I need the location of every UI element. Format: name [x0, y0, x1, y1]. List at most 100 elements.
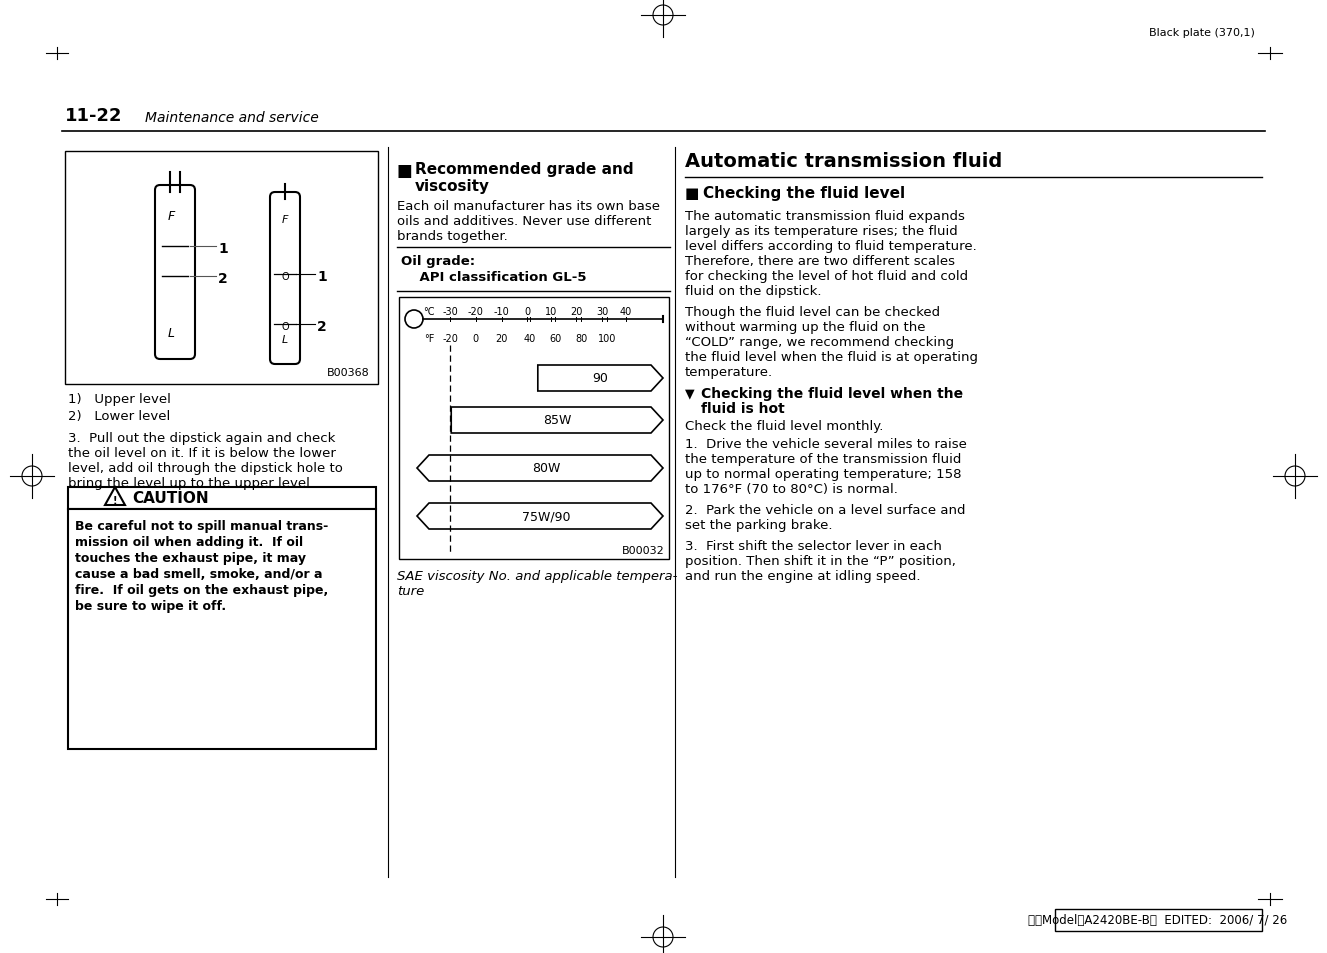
Text: 90: 90 [592, 372, 608, 385]
Text: touches the exhaust pipe, it may: touches the exhaust pipe, it may [76, 552, 307, 564]
Text: ■: ■ [685, 186, 699, 201]
Text: 30: 30 [596, 307, 608, 316]
Text: 3.  First shift the selector lever in each: 3. First shift the selector lever in eac… [685, 539, 942, 553]
Text: brands together.: brands together. [397, 230, 508, 243]
Text: and run the engine at idling speed.: and run the engine at idling speed. [685, 569, 921, 582]
Bar [68, 488, 376, 510]
Text: 80W: 80W [532, 462, 560, 475]
Text: F: F [167, 210, 175, 223]
Text: “COLD” range, we recommend checking: “COLD” range, we recommend checking [685, 335, 954, 349]
Text: the fluid level when the fluid is at operating: the fluid level when the fluid is at ope… [685, 351, 978, 364]
Text: O: O [281, 322, 289, 332]
Text: 85W: 85W [543, 414, 572, 427]
Text: F: F [281, 214, 288, 225]
Text: Though the fluid level can be checked: Though the fluid level can be checked [685, 306, 940, 318]
Text: Be careful not to spill manual trans-: Be careful not to spill manual trans- [76, 519, 328, 533]
Text: 20: 20 [571, 307, 583, 316]
Text: up to normal operating temperature; 158: up to normal operating temperature; 158 [685, 468, 962, 480]
Text: 1.  Drive the vehicle several miles to raise: 1. Drive the vehicle several miles to ra… [685, 437, 967, 451]
Text: !: ! [113, 496, 117, 505]
Text: 2: 2 [317, 319, 326, 334]
Text: without warming up the fluid on the: without warming up the fluid on the [685, 320, 925, 334]
Text: for checking the level of hot fluid and cold: for checking the level of hot fluid and … [685, 270, 969, 283]
Polygon shape [417, 503, 664, 530]
Text: mission oil when adding it.  If oil: mission oil when adding it. If oil [76, 536, 303, 548]
Text: °F: °F [423, 334, 434, 344]
Text: Oil grade:: Oil grade: [401, 254, 475, 268]
Text: Check the fluid level monthly.: Check the fluid level monthly. [685, 419, 884, 433]
Text: ture: ture [397, 584, 425, 598]
Bar [1055, 909, 1262, 931]
Text: 80: 80 [575, 334, 588, 344]
Text: ▼: ▼ [685, 387, 694, 399]
Text: the temperature of the transmission fluid: the temperature of the transmission flui… [685, 453, 961, 465]
Text: B00368: B00368 [328, 368, 370, 377]
Bar [399, 297, 669, 559]
Text: level differs according to fluid temperature.: level differs according to fluid tempera… [685, 240, 977, 253]
Text: position. Then shift it in the “P” position,: position. Then shift it in the “P” posit… [685, 555, 955, 567]
Text: 40: 40 [620, 307, 632, 316]
Text: be sure to wipe it off.: be sure to wipe it off. [76, 599, 226, 613]
Text: Maintenance and service: Maintenance and service [145, 111, 318, 125]
Polygon shape [105, 488, 125, 505]
Text: Recommended grade and: Recommended grade and [415, 162, 633, 177]
Text: °C: °C [423, 307, 435, 316]
FancyBboxPatch shape [269, 193, 300, 365]
Text: Black plate (370,1): Black plate (370,1) [1149, 28, 1255, 38]
Text: -10: -10 [494, 307, 510, 316]
Text: 10: 10 [544, 307, 557, 316]
Text: the oil level on it. If it is below the lower: the oil level on it. If it is below the … [68, 447, 336, 459]
Bar [68, 510, 376, 749]
Text: CAUTION: CAUTION [131, 491, 208, 506]
Text: Each oil manufacturer has its own base: Each oil manufacturer has its own base [397, 200, 660, 213]
Text: fluid on the dipstick.: fluid on the dipstick. [685, 285, 821, 297]
Text: -30: -30 [442, 307, 458, 316]
Text: 1: 1 [317, 270, 326, 284]
Text: viscosity: viscosity [415, 179, 490, 193]
Text: set the parking brake.: set the parking brake. [685, 518, 832, 532]
Text: 北米ModelａA2420BE-B＂  EDITED:  2006/ 7/ 26: 北米ModelａA2420BE-B＂ EDITED: 2006/ 7/ 26 [1028, 914, 1287, 926]
Text: 1)   Upper level: 1) Upper level [68, 393, 171, 406]
Text: SAE viscosity No. and applicable tempera-: SAE viscosity No. and applicable tempera… [397, 569, 677, 582]
Text: 40: 40 [523, 334, 536, 344]
Text: to 176°F (70 to 80°C) is normal.: to 176°F (70 to 80°C) is normal. [685, 482, 898, 496]
Text: O: O [281, 272, 289, 282]
Text: fire.  If oil gets on the exhaust pipe,: fire. If oil gets on the exhaust pipe, [76, 583, 328, 597]
Text: 100: 100 [597, 334, 616, 344]
Text: 60: 60 [549, 334, 561, 344]
Polygon shape [451, 408, 664, 434]
Text: 2: 2 [218, 272, 228, 286]
Text: bring the level up to the upper level.: bring the level up to the upper level. [68, 476, 314, 490]
Text: Checking the fluid level: Checking the fluid level [703, 186, 905, 201]
Polygon shape [537, 366, 664, 392]
FancyBboxPatch shape [155, 186, 195, 359]
Text: L: L [167, 327, 174, 339]
Text: 1: 1 [218, 242, 228, 255]
Text: fluid is hot: fluid is hot [701, 401, 784, 416]
Text: API classification GL-5: API classification GL-5 [401, 271, 587, 284]
Text: 2)   Lower level: 2) Lower level [68, 410, 170, 422]
Text: cause a bad smell, smoke, and/or a: cause a bad smell, smoke, and/or a [76, 567, 322, 580]
Text: -20: -20 [468, 307, 484, 316]
Text: 75W/90: 75W/90 [522, 510, 571, 523]
Text: temperature.: temperature. [685, 366, 774, 378]
Text: 0: 0 [472, 334, 479, 344]
Polygon shape [417, 456, 664, 481]
Text: 0: 0 [524, 307, 531, 316]
Text: Automatic transmission fluid: Automatic transmission fluid [685, 152, 1002, 171]
Text: -20: -20 [442, 334, 458, 344]
Text: 2.  Park the vehicle on a level surface and: 2. Park the vehicle on a level surface a… [685, 503, 966, 517]
Text: 11-22: 11-22 [65, 107, 122, 125]
Text: Therefore, there are two different scales: Therefore, there are two different scale… [685, 254, 955, 268]
Text: Checking the fluid level when the: Checking the fluid level when the [701, 387, 963, 400]
Text: L: L [281, 335, 288, 345]
Text: level, add oil through the dipstick hole to: level, add oil through the dipstick hole… [68, 461, 342, 475]
Text: oils and additives. Never use different: oils and additives. Never use different [397, 214, 652, 228]
Text: 3.  Pull out the dipstick again and check: 3. Pull out the dipstick again and check [68, 432, 336, 444]
Text: 20: 20 [495, 334, 508, 344]
Text: The automatic transmission fluid expands: The automatic transmission fluid expands [685, 210, 965, 223]
Text: B00032: B00032 [622, 545, 665, 556]
Text: largely as its temperature rises; the fluid: largely as its temperature rises; the fl… [685, 225, 958, 237]
Bar [65, 152, 378, 385]
Text: ■: ■ [397, 162, 413, 180]
